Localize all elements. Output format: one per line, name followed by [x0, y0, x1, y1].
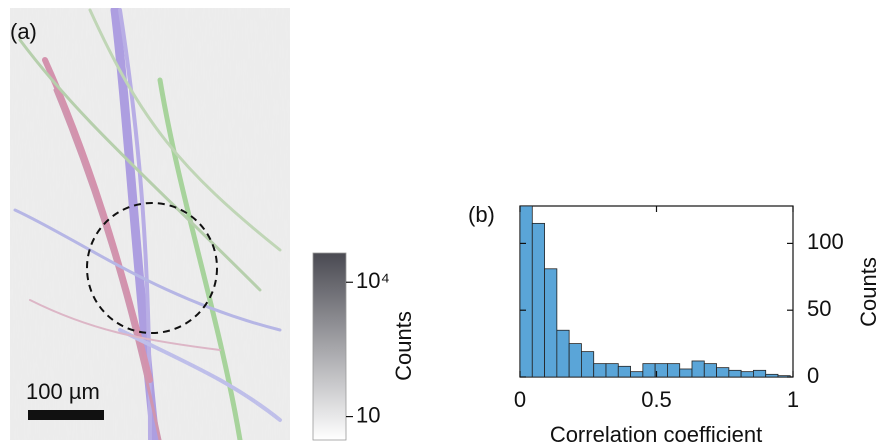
bar	[617, 365, 631, 377]
bar	[593, 363, 607, 377]
bar	[740, 371, 754, 377]
bar	[716, 367, 730, 377]
y-tick-label: 50	[807, 296, 831, 321]
x-tick-label: 0	[514, 387, 526, 412]
bar	[520, 206, 533, 377]
bars	[520, 206, 791, 377]
x-tick-label: 1	[787, 387, 799, 412]
colorbar-tick-label: 10	[356, 402, 380, 427]
scale-bar	[28, 410, 104, 420]
bar	[605, 363, 619, 377]
bar	[531, 222, 545, 377]
bar	[568, 343, 582, 377]
scale-bar-label: 100 µm	[26, 379, 100, 404]
panel-label: (a)	[10, 19, 37, 44]
bar	[691, 360, 705, 377]
y-tick-label: 100	[807, 229, 844, 254]
bar	[556, 329, 570, 377]
bar	[667, 363, 681, 377]
bar	[703, 363, 717, 377]
y-tick-label: 0	[807, 363, 819, 388]
bar	[679, 368, 693, 377]
colorbar-label: Counts	[391, 311, 416, 381]
bar	[630, 371, 644, 377]
x-axis-label: Correlation coefficient	[550, 422, 762, 447]
bar	[544, 268, 558, 377]
colorbar-tick-label: 10⁴	[356, 268, 390, 293]
x-tick-label: 0.5	[641, 387, 672, 412]
panel-label: (b)	[468, 202, 495, 227]
roi-circle	[86, 202, 218, 334]
bar	[728, 369, 742, 377]
micrograph	[10, 8, 290, 440]
bar	[581, 351, 595, 377]
bar	[777, 375, 791, 377]
colorbar	[312, 252, 347, 441]
bar	[765, 373, 779, 377]
y-axis-label: Counts	[856, 257, 881, 327]
bar	[642, 363, 656, 377]
bar	[753, 369, 767, 377]
